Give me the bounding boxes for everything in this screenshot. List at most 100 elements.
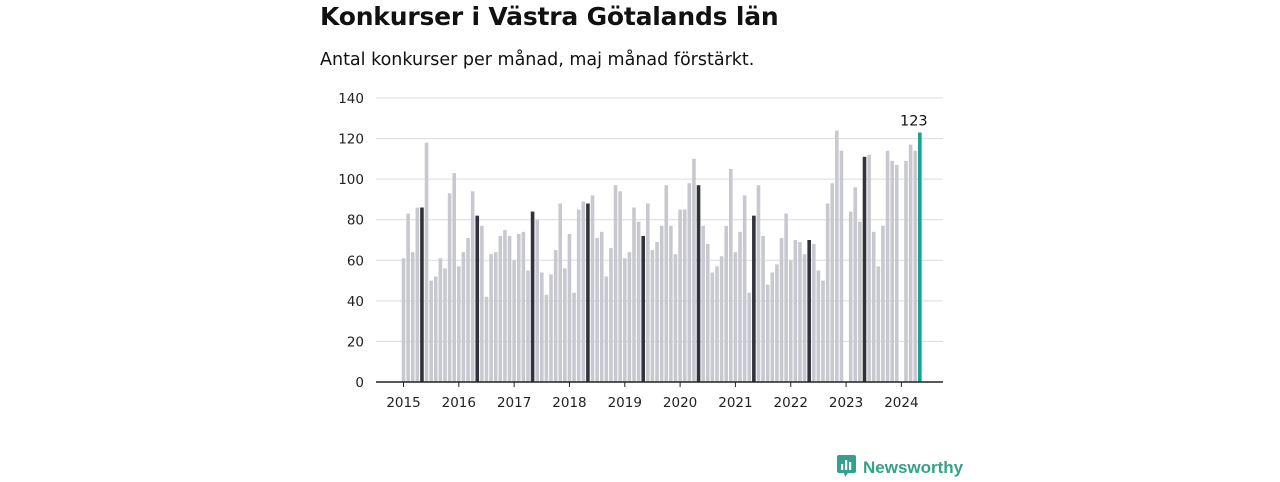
bar (807, 240, 811, 382)
bar (770, 272, 775, 382)
bar (447, 193, 452, 382)
bar (821, 280, 825, 382)
bar (424, 142, 429, 382)
bar (466, 237, 470, 382)
annotations: 123 (900, 113, 928, 129)
y-tick-label: 60 (347, 253, 364, 269)
bar (512, 260, 516, 382)
bar (493, 252, 498, 382)
bar (618, 191, 622, 382)
bar (567, 233, 572, 382)
bar (480, 225, 484, 382)
bar (881, 225, 885, 382)
bar (646, 203, 650, 382)
bar (908, 144, 913, 382)
grid-lines (376, 97, 943, 342)
bar (549, 274, 553, 382)
bars (401, 130, 922, 382)
bar (890, 160, 894, 382)
bar (553, 250, 558, 382)
bar (738, 231, 742, 382)
x-tick-label: 2023 (829, 395, 863, 411)
bar (475, 215, 480, 382)
bar (604, 276, 609, 382)
bar (622, 258, 627, 382)
bar (756, 185, 761, 382)
x-tick-label: 2018 (552, 395, 586, 411)
y-tick-label: 80 (347, 213, 364, 229)
bar (673, 254, 678, 382)
bar (825, 203, 830, 382)
y-tick-label: 40 (347, 294, 364, 310)
bar (655, 242, 659, 382)
bar (470, 191, 475, 382)
bar (429, 280, 433, 382)
newsworthy-logo[interactable]: Newsworthy (836, 454, 963, 482)
bar (452, 173, 457, 382)
bar (788, 260, 793, 382)
bar (503, 229, 507, 382)
bar (632, 207, 636, 382)
bar (687, 183, 692, 382)
bar (802, 254, 807, 382)
bar (733, 252, 738, 382)
bar (871, 231, 876, 382)
bar (563, 268, 567, 382)
bar (862, 156, 867, 382)
x-tick-label: 2016 (442, 395, 476, 411)
x-tick-label: 2021 (718, 395, 752, 411)
bar (858, 221, 862, 382)
bar (876, 266, 881, 382)
bar (701, 225, 705, 382)
bar (705, 244, 710, 382)
bar (715, 266, 719, 382)
bar (811, 244, 816, 382)
bar (696, 185, 701, 382)
bar (816, 270, 821, 382)
bar (420, 207, 424, 382)
bar (830, 183, 835, 382)
bar (853, 187, 858, 382)
x-tick-label: 2019 (608, 395, 642, 411)
bar (558, 203, 563, 382)
bar (918, 132, 922, 382)
bar-chart-speech-bubble-icon (836, 454, 857, 482)
bar (410, 252, 415, 382)
bar (885, 150, 890, 382)
x-tick-label: 2015 (386, 395, 420, 411)
x-tick-label: 2022 (774, 395, 808, 411)
data-label: 123 (900, 113, 928, 129)
bar (581, 201, 586, 382)
bar (586, 203, 590, 382)
bar (659, 225, 664, 382)
bar (609, 248, 613, 382)
bar (484, 296, 489, 382)
bar (540, 272, 544, 382)
bar (775, 264, 779, 382)
bar (401, 258, 406, 382)
bar (894, 164, 899, 382)
bar (742, 195, 747, 382)
y-axis-ticks: 0 20 40 60 80 100 120 140 (338, 91, 364, 391)
bar (641, 235, 646, 382)
bar (516, 233, 521, 382)
bar (599, 231, 604, 382)
bar (576, 209, 581, 382)
bar (793, 240, 798, 382)
y-tick-label: 0 (355, 375, 364, 391)
bar (526, 270, 530, 382)
y-tick-label: 120 (338, 132, 364, 148)
x-tick-label: 2017 (497, 395, 531, 411)
bar (433, 276, 438, 382)
bar (669, 225, 673, 382)
bar (867, 154, 871, 382)
y-tick-label: 20 (347, 334, 364, 350)
bar (682, 209, 687, 382)
bar (752, 215, 756, 382)
chart-title: Konkurser i Västra Götalands län (320, 2, 779, 31)
bar (724, 225, 728, 382)
x-tick-label: 2024 (884, 395, 918, 411)
bar (848, 211, 853, 382)
bar (535, 219, 539, 382)
